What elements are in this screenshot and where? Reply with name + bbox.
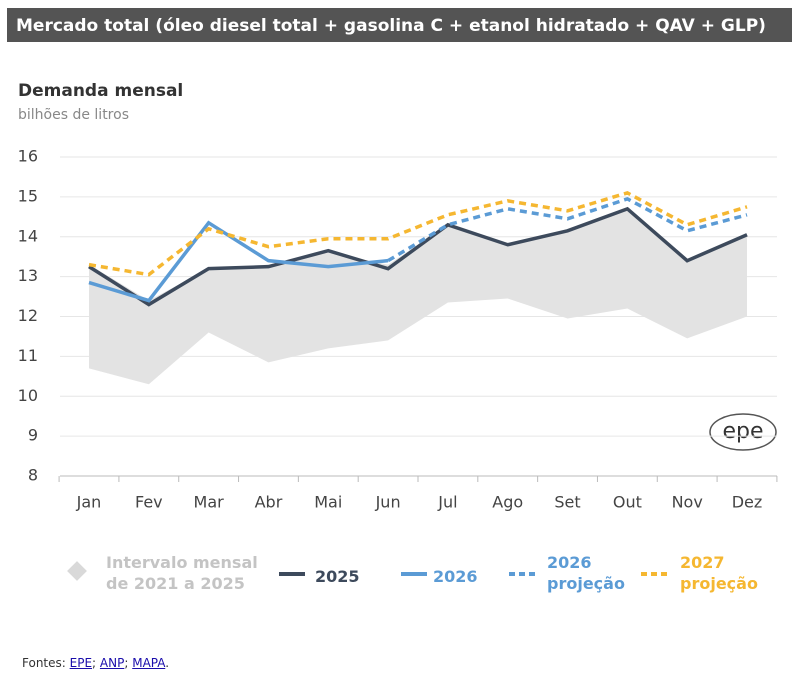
legend-swatch <box>67 561 87 581</box>
y-axis-label: bilhões de litros <box>18 107 129 123</box>
y-tick-label: 10 <box>18 386 38 405</box>
chart-title: Mercado total (óleo diesel total + gasol… <box>16 16 766 36</box>
y-tick-label: 16 <box>18 147 38 166</box>
y-tick-label: 14 <box>18 226 38 245</box>
series-line <box>387 196 748 263</box>
legend-swatch <box>401 572 427 576</box>
x-tick-label: Out <box>613 493 642 512</box>
legend-swatch <box>509 572 535 576</box>
logo-text: epe <box>722 419 763 444</box>
y-tick-label: 13 <box>18 266 38 285</box>
y-tick-label: 8 <box>28 466 38 485</box>
source-link[interactable]: ANP <box>99 656 125 670</box>
legend-label: 2026 <box>433 567 478 586</box>
legend-label: 2027 projeção <box>680 553 758 593</box>
series-line <box>88 220 389 303</box>
source-link[interactable]: MAPA <box>132 656 166 670</box>
source-link[interactable]: EPE <box>69 656 93 670</box>
legend-swatch <box>279 572 305 576</box>
y-tick-label: 11 <box>18 346 38 365</box>
legend-swatch <box>641 572 667 576</box>
x-tick-label: Dez <box>732 493 763 512</box>
x-tick-label: Ago <box>492 493 523 512</box>
title-bar <box>7 8 792 42</box>
x-tick-label: Mai <box>314 493 342 512</box>
x-tick-label: Mar <box>194 493 225 512</box>
x-tick-label: Jun <box>375 493 401 512</box>
x-tick-label: Jul <box>437 493 457 512</box>
subtitle: Demanda mensal <box>18 81 183 101</box>
y-tick-label: 12 <box>18 306 38 325</box>
band <box>89 208 747 385</box>
legend-label: 2026 projeção <box>547 553 625 593</box>
x-tick-label: Fev <box>135 493 163 512</box>
y-tick-label: 9 <box>28 426 38 445</box>
sources: Fontes: EPE; ANP; MAPA. <box>22 656 169 670</box>
sources-label: Fontes: <box>22 656 66 670</box>
end: . <box>165 656 170 670</box>
y-tick-label: 15 <box>18 186 38 205</box>
series-line <box>88 206 748 307</box>
separator: ; <box>124 656 129 670</box>
x-tick-label: Nov <box>672 493 703 512</box>
band-swatch <box>67 561 87 581</box>
x-tick-label: Jan <box>76 493 102 512</box>
legend-label: 2025 <box>315 567 360 586</box>
separator: ; <box>92 656 97 670</box>
x-tick-label: Set <box>554 493 580 512</box>
legend-label: Intervalo mensal de 2021 a 2025 <box>106 553 258 593</box>
series-line <box>88 191 748 277</box>
x-tick-label: Abr <box>255 493 283 512</box>
logo: epe <box>709 413 777 451</box>
